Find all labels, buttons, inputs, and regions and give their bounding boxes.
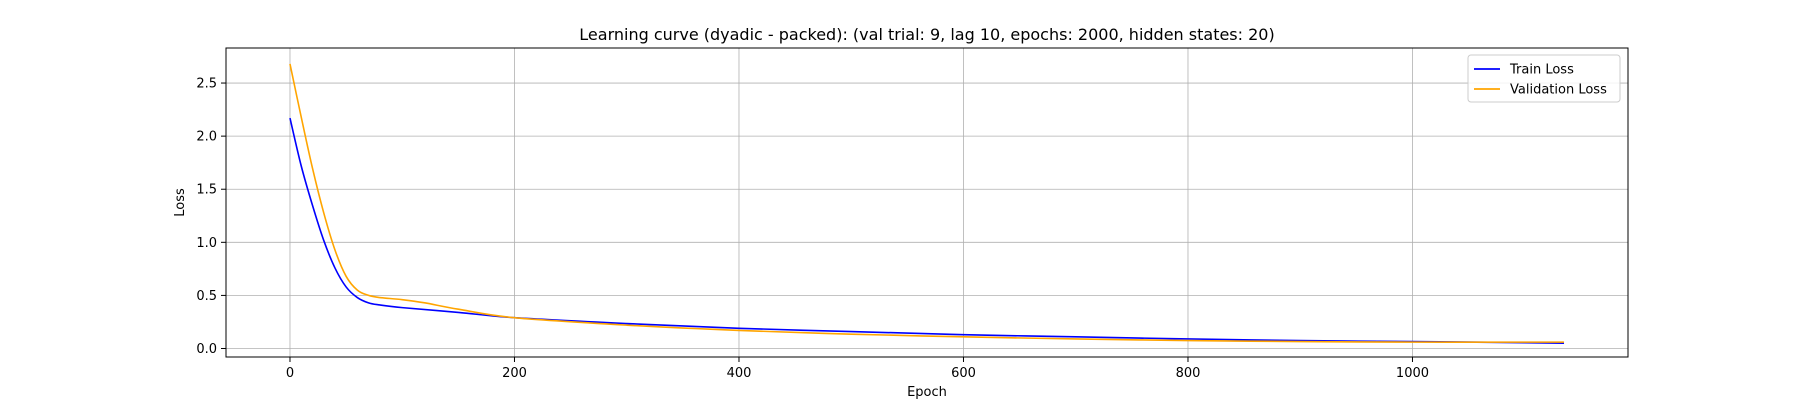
legend: Train Loss Validation Loss [1467, 54, 1621, 103]
x-tick-label: 400 [727, 366, 752, 381]
validation-loss-line [289, 63, 1565, 343]
y-tick-label: 2.5 [196, 77, 217, 92]
legend-label-validation-loss: Validation Loss [1510, 83, 1607, 98]
grid-lines [226, 48, 1628, 357]
y-tick-label: 1.5 [196, 183, 217, 198]
x-tick-label: 200 [502, 366, 527, 381]
axis-ticks: 0 200 400 600 800 1000 0.0 0.5 1.0 1.5 2.0 2.5 [196, 77, 1429, 381]
x-axis-label: Epoch [907, 385, 947, 400]
y-tick-label: 0.5 [196, 289, 217, 304]
x-tick-label: 1000 [1396, 366, 1429, 381]
train-loss-line [289, 117, 1565, 344]
series-lines [289, 63, 1565, 344]
y-tick-label: 1.0 [196, 236, 217, 251]
x-tick-label: 800 [1176, 366, 1201, 381]
legend-label-train-loss: Train Loss [1509, 63, 1574, 78]
x-tick-label: 600 [951, 366, 976, 381]
x-tick-label: 0 [286, 366, 294, 381]
y-tick-label: 2.0 [196, 130, 217, 145]
y-axis-label: Loss [173, 188, 188, 217]
plot-frame [225, 47, 1629, 358]
chart-title: Learning curve (dyadic - packed): (val t… [579, 25, 1274, 44]
legend-box [1467, 54, 1621, 103]
y-tick-label: 0.0 [196, 342, 217, 357]
